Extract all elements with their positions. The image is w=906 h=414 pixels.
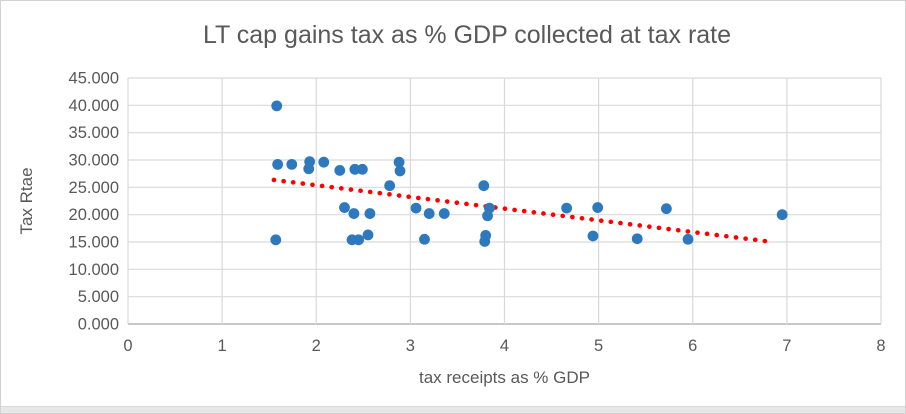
x-tick-label: 0 xyxy=(123,337,132,355)
scatter-point xyxy=(348,208,360,219)
x-tick-label: 4 xyxy=(500,337,509,355)
window-edge-strip xyxy=(1,406,905,413)
scatter-point xyxy=(423,208,435,219)
x-tick-label: 1 xyxy=(218,337,227,355)
scatter-point xyxy=(660,203,672,215)
scatter-point xyxy=(776,209,788,221)
y-tick-label: 35.000 xyxy=(69,124,119,142)
scatter-point xyxy=(410,202,422,214)
scatter-point xyxy=(270,234,282,246)
scatter-point xyxy=(484,202,495,214)
scatter-point xyxy=(362,229,374,241)
chart-title: LT cap gains tax as % GDP collected at t… xyxy=(202,21,732,49)
y-tick-label: 10.000 xyxy=(69,261,119,279)
y-tick-label: 30.000 xyxy=(69,152,119,170)
scatter-point xyxy=(304,156,316,168)
scatter-point xyxy=(478,180,490,192)
scatter-point xyxy=(419,233,430,245)
y-axis-title: Tax Rtae xyxy=(17,167,36,235)
scatter-point xyxy=(353,234,365,246)
scatter-point xyxy=(318,156,330,168)
y-tick-label: 40.000 xyxy=(69,97,119,115)
scatter-point xyxy=(480,230,492,241)
x-axis-title: tax receipts as % GDP xyxy=(418,368,590,387)
y-tick-label: 20.000 xyxy=(69,206,119,224)
y-tick-label: 0.000 xyxy=(78,316,119,334)
y-tick-label: 15.000 xyxy=(69,234,119,252)
x-tick-label: 2 xyxy=(312,337,321,355)
x-tick-label: 5 xyxy=(594,337,603,355)
x-tick-label: 3 xyxy=(406,337,415,355)
scatter-point xyxy=(561,202,573,214)
scatter-point xyxy=(682,233,694,245)
y-tick-label: 25.000 xyxy=(69,179,119,197)
scatter-point xyxy=(272,158,284,170)
x-tick-label: 7 xyxy=(782,337,791,355)
scatter-point xyxy=(334,164,346,176)
scatter-point xyxy=(339,202,350,213)
y-tick-label: 45.000 xyxy=(69,70,119,88)
scatter-point xyxy=(271,100,283,112)
scatter-point xyxy=(384,180,396,192)
scatter-point xyxy=(587,230,599,242)
scatter-point xyxy=(364,208,376,219)
x-tick-label: 8 xyxy=(876,337,885,355)
scatter-point xyxy=(631,233,643,245)
scatter-point xyxy=(394,165,406,177)
scatter-point xyxy=(592,202,604,213)
scatter-point xyxy=(349,163,361,175)
scatter-point xyxy=(356,163,368,175)
y-tick-label: 5.000 xyxy=(78,288,119,306)
scatter-point xyxy=(438,208,450,219)
scatter-point xyxy=(393,156,405,168)
scatter-point xyxy=(286,158,298,170)
trendline-dotted xyxy=(271,177,776,245)
x-tick-label: 6 xyxy=(688,337,697,355)
